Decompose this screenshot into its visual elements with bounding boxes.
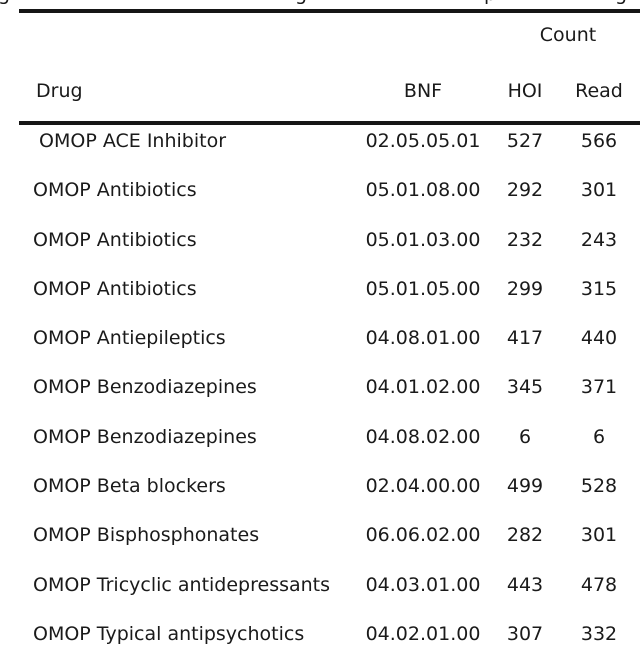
drug-name-cell: OMOP ACE Inhibitor	[33, 130, 227, 152]
hoi-count-cell: 443	[506, 573, 544, 596]
table-row: OMOP Antibiotics 05.01.03.00 232 243	[0, 228, 640, 280]
drug-name-cell: OMOP Antibiotics	[33, 228, 197, 251]
drug-name-cell: OMOP Antibiotics	[33, 179, 197, 202]
header-rule	[19, 121, 640, 125]
drug-name-cell: OMOP Typical antipsychotics	[33, 622, 305, 645]
caption-glyph-fragment: g	[615, 0, 627, 4]
read-count-cell: 478	[580, 573, 618, 596]
clipped-caption-text: ggpg	[0, 0, 640, 6]
column-header-bnf: BNF	[403, 80, 443, 102]
bnf-code-cell: 04.08.01.00	[365, 327, 481, 350]
table-body: OMOP ACE Inhibitor 02.05.05.01 527 566 O…	[0, 132, 640, 648]
table-row: OMOP ACE Inhibitor 02.05.05.01 527 566	[0, 132, 640, 181]
read-count-cell: 528	[580, 475, 618, 498]
read-count-cell: 440	[580, 327, 618, 350]
drug-name-cell: OMOP Tricyclic antidepressants	[33, 573, 331, 596]
bnf-code-cell: 04.03.01.00	[365, 573, 481, 596]
bnf-code-cell: 02.05.05.01	[365, 130, 481, 152]
drug-name-cell: OMOP Bisphosphonates	[33, 524, 260, 547]
table-row: OMOP Typical antipsychotics 04.02.01.00 …	[0, 622, 640, 648]
read-count-cell: 371	[580, 376, 618, 399]
bnf-code-cell: 04.02.01.00	[365, 622, 481, 645]
bnf-code-cell: 05.01.05.00	[365, 277, 481, 300]
drug-name-cell: OMOP Beta blockers	[33, 475, 226, 498]
bnf-code-cell: 02.04.00.00	[365, 475, 481, 498]
column-header-drug: Drug	[36, 80, 83, 102]
read-count-cell: 301	[580, 524, 618, 547]
drug-name-cell: OMOP Benzodiazepines	[33, 376, 257, 399]
table-row: OMOP Benzodiazepines 04.01.02.00 345 371	[0, 378, 640, 427]
caption-glyph-fragment: g	[295, 0, 307, 4]
hoi-count-cell: 499	[506, 475, 544, 498]
bnf-code-cell: 04.08.02.00	[365, 425, 481, 448]
hoi-count-cell: 417	[506, 327, 544, 350]
hoi-count-cell: 282	[506, 524, 544, 547]
drug-name-cell: OMOP Antiepileptics	[33, 327, 226, 350]
read-count-cell: 243	[580, 228, 618, 251]
read-count-cell: 301	[580, 179, 618, 202]
hoi-count-cell: 232	[506, 228, 544, 251]
read-count-cell: 332	[580, 622, 618, 645]
table-row: OMOP Bisphosphonates 06.06.02.00 282 301	[0, 526, 640, 575]
table-row: OMOP Antibiotics 05.01.05.00 299 315	[0, 277, 640, 329]
column-header-hoi: HOI	[507, 80, 543, 102]
read-count-cell: 6	[592, 425, 606, 448]
hoi-count-cell: 299	[506, 277, 544, 300]
hoi-count-cell: 292	[506, 179, 544, 202]
bnf-code-cell: 06.06.02.00	[365, 524, 481, 547]
count-group-header: Count	[539, 24, 597, 46]
caption-glyph-fragment: g	[0, 0, 10, 4]
table-row: OMOP Beta blockers 02.04.00.00 499 528	[0, 477, 640, 526]
hoi-count-cell: 307	[506, 622, 544, 645]
table-row: OMOP Tricyclic antidepressants 04.03.01.…	[0, 573, 640, 625]
hoi-count-cell: 6	[518, 425, 532, 448]
table-top-rule	[19, 9, 640, 13]
drug-name-cell: OMOP Benzodiazepines	[33, 425, 257, 448]
bnf-code-cell: 05.01.03.00	[365, 228, 481, 251]
bnf-code-cell: 04.01.02.00	[365, 376, 481, 399]
hoi-count-cell: 345	[506, 376, 544, 399]
read-count-cell: 315	[580, 277, 618, 300]
column-header-read: Read	[575, 80, 623, 102]
drug-name-cell: OMOP Antibiotics	[33, 277, 197, 300]
table-row: OMOP Antibiotics 05.01.08.00 292 301	[0, 181, 640, 230]
bnf-code-cell: 05.01.08.00	[365, 179, 481, 202]
hoi-count-cell: 527	[506, 130, 544, 152]
read-count-cell: 566	[580, 130, 618, 152]
table-row: OMOP Benzodiazepines 04.08.02.00 6 6	[0, 425, 640, 477]
caption-glyph-fragment: p	[484, 0, 496, 4]
table-header-row: Drug BNF HOI Read	[0, 82, 640, 106]
table-row: OMOP Antiepileptics 04.08.01.00 417 440	[0, 329, 640, 378]
